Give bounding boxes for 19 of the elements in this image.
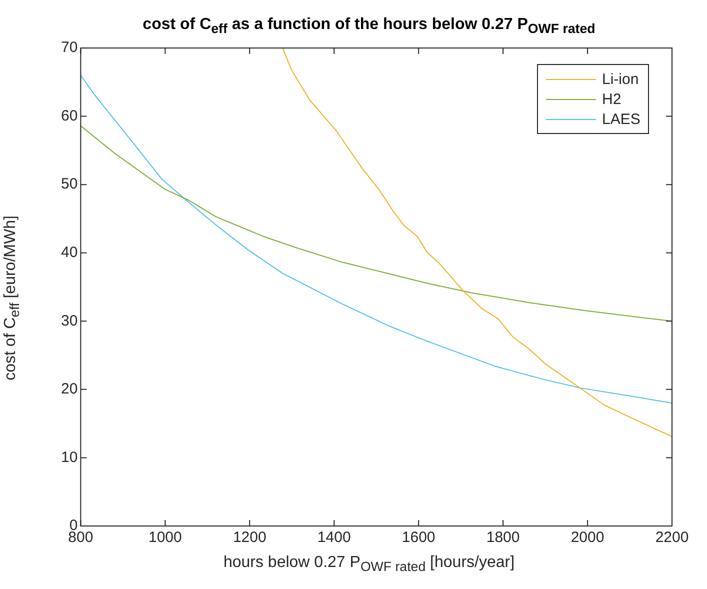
x-tick-label: 1200: [232, 529, 266, 546]
x-tick-label: 1800: [486, 529, 520, 546]
x-tick-label: 1600: [402, 529, 436, 546]
y-tick-label: 60: [60, 107, 78, 124]
legend-label: H2: [602, 90, 622, 108]
legend-label: LAES: [602, 110, 640, 128]
chart-title: cost of C$_{eff}$ as a function of the hours below 0.27 P$_{OWF rated}$: [142, 16, 596, 36]
y-tick-label: 70: [60, 39, 78, 56]
y-tick-label: 40: [60, 244, 78, 261]
y-tick-label: 50: [60, 176, 78, 193]
y-tick-label: 30: [60, 312, 78, 330]
legend-label: Li-ion: [602, 70, 639, 88]
x-tick-label: 2200: [655, 529, 689, 546]
x-axis-title: hours below 0.27 P$_{OWF rated}$ [hours/year]: [222, 554, 516, 574]
x-tick-label: 2000: [570, 529, 604, 546]
x-tick-label: 1000: [148, 529, 182, 546]
y-tick-label: 10: [60, 448, 78, 466]
x-tick-label: 1400: [317, 529, 351, 546]
y-tick-label: 20: [60, 380, 78, 398]
